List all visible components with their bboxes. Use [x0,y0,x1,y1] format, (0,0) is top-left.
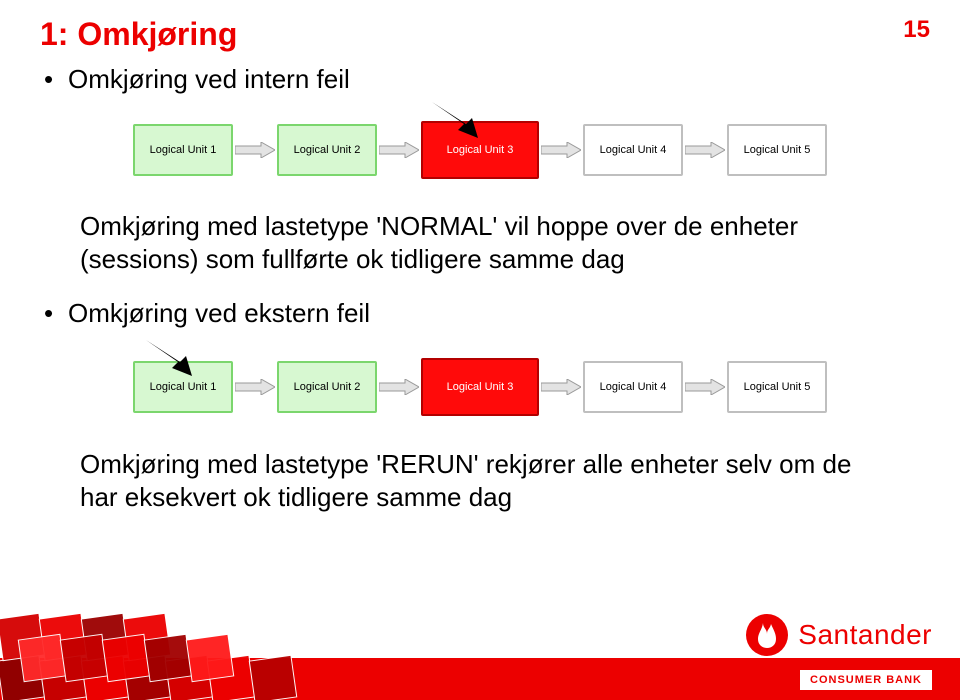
body-text-2: Omkjøring med lastetype 'RERUN' rekjører… [80,448,880,513]
brand-sub: CONSUMER BANK [800,670,932,690]
logical-unit: Logical Unit 3 [421,358,539,416]
slide: 15 1: Omkjøring Omkjøring ved intern fei… [0,0,960,700]
body-text-1: Omkjøring med lastetype 'NORMAL' vil hop… [80,210,880,275]
connector-arrow-icon [379,142,419,158]
logical-unit: Logical Unit 5 [727,361,827,413]
flame-icon [746,614,788,656]
connector-arrow-icon [541,142,581,158]
logical-unit: Logical Unit 1 [133,124,233,176]
logical-unit: Logical Unit 5 [727,124,827,176]
connector-arrow-icon [379,379,419,395]
brand: Santander [746,614,932,656]
pointer-arrow-1 [430,100,480,140]
flow-diagram-2: Logical Unit 1Logical Unit 2Logical Unit… [80,350,880,424]
bullet-ekstern-feil: Omkjøring ved ekstern feil [68,298,370,329]
mosaic-pattern [0,600,310,700]
connector-arrow-icon [685,379,725,395]
connector-arrow-icon [235,379,275,395]
slide-title: 1: Omkjøring [40,16,237,53]
footer: Santander CONSUMER BANK [0,612,960,700]
connector-arrow-icon [685,142,725,158]
logical-unit: Logical Unit 4 [583,361,683,413]
logical-unit: Logical Unit 2 [277,124,377,176]
pointer-arrow-2 [144,338,194,378]
logical-unit: Logical Unit 4 [583,124,683,176]
page-number: 15 [903,16,930,44]
connector-arrow-icon [541,379,581,395]
brand-name: Santander [798,619,932,651]
connector-arrow-icon [235,142,275,158]
logical-unit: Logical Unit 2 [277,361,377,413]
bullet-intern-feil: Omkjøring ved intern feil [68,64,350,95]
flow-diagram-1: Logical Unit 1 Logical Unit 2 Logical Unit… [80,113,880,187]
